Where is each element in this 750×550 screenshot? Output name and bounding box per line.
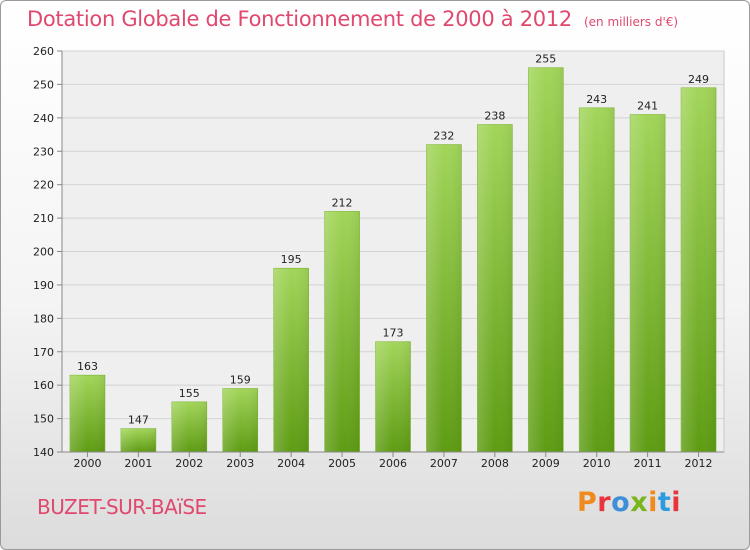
y-tick-label: 230: [33, 145, 54, 158]
y-tick-label: 160: [33, 379, 54, 392]
bar-shine-2002: [171, 401, 207, 452]
x-tick-label: 2009: [532, 457, 560, 470]
x-tick-label: 2002: [175, 457, 203, 470]
bar-value-label: 163: [77, 360, 98, 373]
bar-shine-2003: [222, 388, 258, 452]
x-tick-label: 2010: [583, 457, 611, 470]
bar-value-label: 147: [128, 414, 149, 427]
x-tick-label: 2008: [481, 457, 509, 470]
logo-letter: i: [671, 487, 682, 518]
y-tick-label: 150: [33, 413, 54, 426]
x-tick-label: 2000: [73, 457, 101, 470]
y-tick-label: 240: [33, 112, 54, 125]
logo-letter: o: [611, 487, 631, 518]
commune-name: BUZET-SUR-BAïSE: [37, 495, 207, 519]
y-axis: 140 150 160 170 180 190 200 210 220 230 240 250 260: [33, 45, 63, 459]
x-tick-label: 2005: [328, 457, 356, 470]
x-tick-label: 2007: [430, 457, 458, 470]
y-tick-label: 180: [33, 312, 54, 325]
x-tick-label: 2006: [379, 457, 407, 470]
bar-shine-2005: [324, 211, 360, 452]
bar-shine-2000: [69, 375, 105, 452]
bar-shine-2011: [630, 114, 666, 452]
bar-value-label: 212: [332, 196, 353, 209]
bar-shine-2008: [477, 124, 513, 453]
bar-value-label: 155: [179, 387, 200, 400]
logo-letter: P: [577, 487, 598, 518]
y-tick-label: 170: [33, 346, 54, 359]
logo-letter: r: [597, 487, 612, 518]
y-tick-label: 140: [33, 446, 54, 459]
proxiti-logo[interactable]: Proxiti: [577, 487, 681, 518]
x-tick-label: 2004: [277, 457, 305, 470]
bar-value-label: 243: [586, 93, 607, 106]
bar-shine-2009: [528, 67, 564, 452]
chart-title: Dotation Globale de Fonctionnement de 20…: [27, 7, 678, 31]
bar-value-label: 195: [281, 253, 302, 266]
y-tick-label: 200: [33, 246, 54, 259]
bar-shine-2006: [375, 341, 411, 452]
bar-value-label: 232: [433, 130, 454, 143]
bar-shine-2012: [681, 87, 717, 452]
y-tick-label: 260: [33, 45, 54, 58]
logo-letter: i: [648, 487, 658, 518]
x-tick-label: 2003: [226, 457, 254, 470]
bar-shine-2004: [273, 268, 309, 452]
y-tick-label: 220: [33, 179, 54, 192]
bar-value-label: 241: [637, 99, 658, 112]
bar-shine-2010: [579, 107, 615, 452]
x-axis: 2000 2001 2002 2003 2004 2005 2006 2007 2008 2009…: [62, 451, 724, 470]
bars: 163 147 155 159 195 212 173 232 238 255 243 241 249: [69, 53, 717, 453]
y-tick-label: 250: [33, 78, 54, 91]
bar-value-label: 159: [230, 374, 251, 387]
logo-letter: t: [657, 487, 672, 518]
bar-value-label: 255: [535, 53, 556, 66]
y-tick-label: 210: [33, 212, 54, 225]
bar-shine-2007: [426, 144, 462, 453]
x-tick-label: 2011: [634, 457, 662, 470]
chart-unit: (en milliers d'€): [583, 15, 679, 29]
bar-value-label: 249: [688, 73, 709, 86]
x-tick-label: 2001: [124, 457, 152, 470]
logo-letter: x: [630, 487, 649, 518]
x-tick-label: 2012: [685, 457, 713, 470]
bar-shine-2001: [120, 428, 156, 452]
bar-value-label: 238: [484, 110, 505, 123]
bar-value-label: 173: [383, 327, 404, 340]
y-tick-label: 190: [33, 279, 54, 292]
chart-title-text: Dotation Globale de Fonctionnement de 20…: [27, 7, 572, 31]
